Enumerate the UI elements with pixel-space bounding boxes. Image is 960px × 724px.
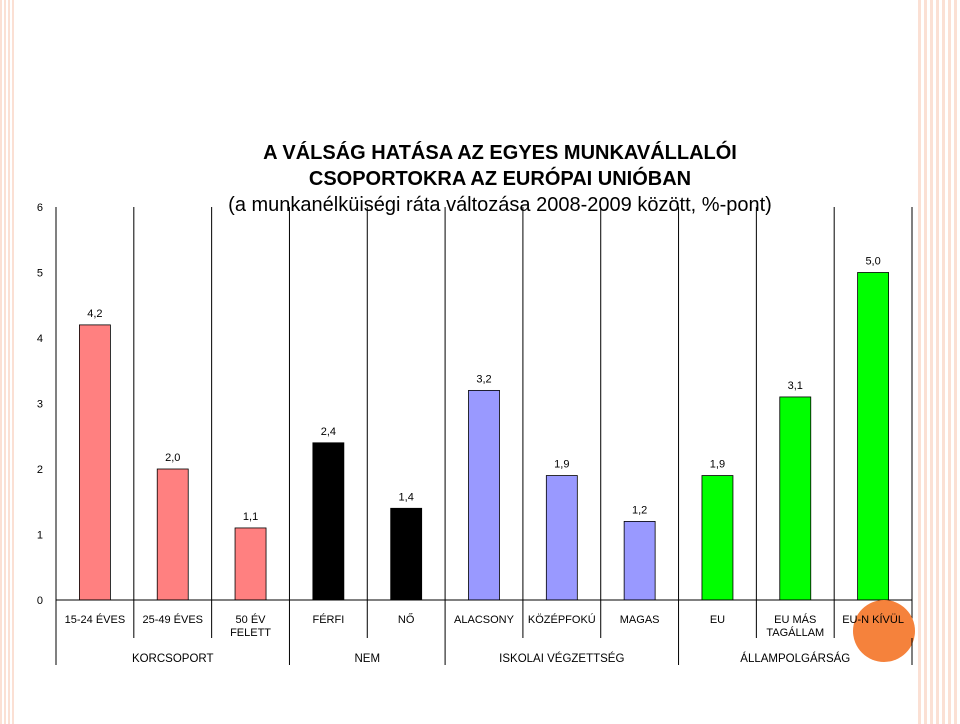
bar bbox=[79, 324, 111, 601]
category-label: EU-N KÍVÜL bbox=[842, 613, 904, 626]
y-tick-label: 6 bbox=[37, 202, 43, 214]
decorative-stripe-left bbox=[0, 0, 14, 724]
chart-title: A VÁLSÁG HATÁSA AZ EGYES MUNKAVÁLLALÓI C… bbox=[110, 140, 890, 218]
category-label: ALACSONY bbox=[454, 614, 515, 626]
y-tick-label: 0 bbox=[37, 595, 43, 607]
bar bbox=[623, 521, 656, 601]
data-label: 2,4 bbox=[321, 426, 336, 438]
bar bbox=[857, 272, 889, 601]
data-label: 4,2 bbox=[87, 308, 102, 320]
y-tick-label: 5 bbox=[37, 268, 43, 280]
bar bbox=[234, 527, 267, 601]
y-tick-label: 4 bbox=[37, 333, 43, 345]
decorative-stripe-right bbox=[918, 0, 960, 724]
chart-subtitle: (a munkanélküiségi ráta változása 2008-2… bbox=[228, 194, 772, 216]
bar bbox=[468, 389, 500, 601]
data-label: 3,1 bbox=[788, 380, 803, 392]
group-label: ISKOLAI VÉGZETTSÉG bbox=[499, 652, 624, 665]
decorative-marker bbox=[853, 600, 915, 662]
data-label: 1,2 bbox=[632, 504, 647, 516]
bar bbox=[779, 396, 812, 601]
data-label: 1,1 bbox=[243, 511, 258, 523]
data-label: 3,2 bbox=[476, 373, 491, 385]
category-label: EU bbox=[710, 614, 725, 626]
group-label: NEM bbox=[354, 653, 380, 665]
y-tick-label: 2 bbox=[37, 464, 43, 476]
data-label: 1,9 bbox=[710, 459, 725, 471]
category-label: 25-49 ÉVES bbox=[142, 613, 203, 626]
group-label: KORCSOPORT bbox=[132, 653, 214, 665]
bar bbox=[156, 468, 189, 601]
category-label: TAGÁLLAM bbox=[766, 626, 824, 639]
chart-title-line-1: A VÁLSÁG HATÁSA AZ EGYES MUNKAVÁLLALÓI bbox=[263, 142, 737, 164]
data-label: 1,4 bbox=[399, 491, 414, 503]
category-label: NŐ bbox=[398, 612, 415, 626]
category-label: FELETT bbox=[230, 627, 271, 639]
bar bbox=[390, 507, 423, 601]
bar bbox=[312, 442, 345, 601]
category-label: FÉRFI bbox=[312, 613, 344, 626]
y-tick-label: 3 bbox=[37, 399, 43, 411]
chart-title-line-2: CSOPORTOKRA AZ EURÓPAI UNIÓBAN bbox=[308, 168, 692, 190]
data-label: 1,9 bbox=[554, 459, 569, 471]
group-label: ÁLLAMPOLGÁRSÁG bbox=[740, 652, 850, 665]
bar bbox=[701, 475, 734, 601]
category-label: 15-24 ÉVES bbox=[65, 613, 126, 626]
category-label: 50 ÉV bbox=[236, 613, 267, 626]
bar bbox=[545, 475, 578, 601]
category-label: MAGAS bbox=[620, 614, 660, 626]
data-label: 2,0 bbox=[165, 452, 180, 464]
data-label: 5,0 bbox=[865, 256, 880, 268]
category-label: KÖZÉPFOKÚ bbox=[528, 613, 596, 626]
category-label: EU MÁS bbox=[774, 613, 816, 626]
y-tick-label: 1 bbox=[37, 530, 43, 542]
